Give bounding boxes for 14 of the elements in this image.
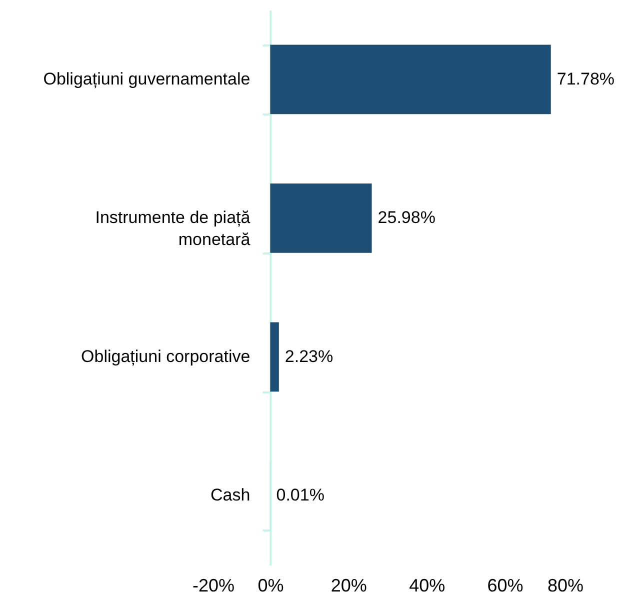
x-tick-label: 0% [258,576,284,596]
y-tick-label: Obligațiuni guvernamentale [43,69,250,88]
data-label: 2.23% [284,346,334,366]
x-tick-label: 80% [547,576,584,596]
y-tick-label: Cash [210,486,250,505]
y-tick-label: Instrumente de piață monetară [95,208,251,250]
x-tick-label: 60% [487,576,524,596]
data-label: 71.78% [556,69,615,88]
data-label: 25.98% [378,208,436,228]
x-tick-label: -20% [192,576,235,596]
x-tick-label: 20% [330,576,367,596]
x-tick-label: 40% [409,576,446,596]
y-tick-label: Obligațiuni corporative [81,346,250,366]
data-label: 0.01% [276,486,324,505]
